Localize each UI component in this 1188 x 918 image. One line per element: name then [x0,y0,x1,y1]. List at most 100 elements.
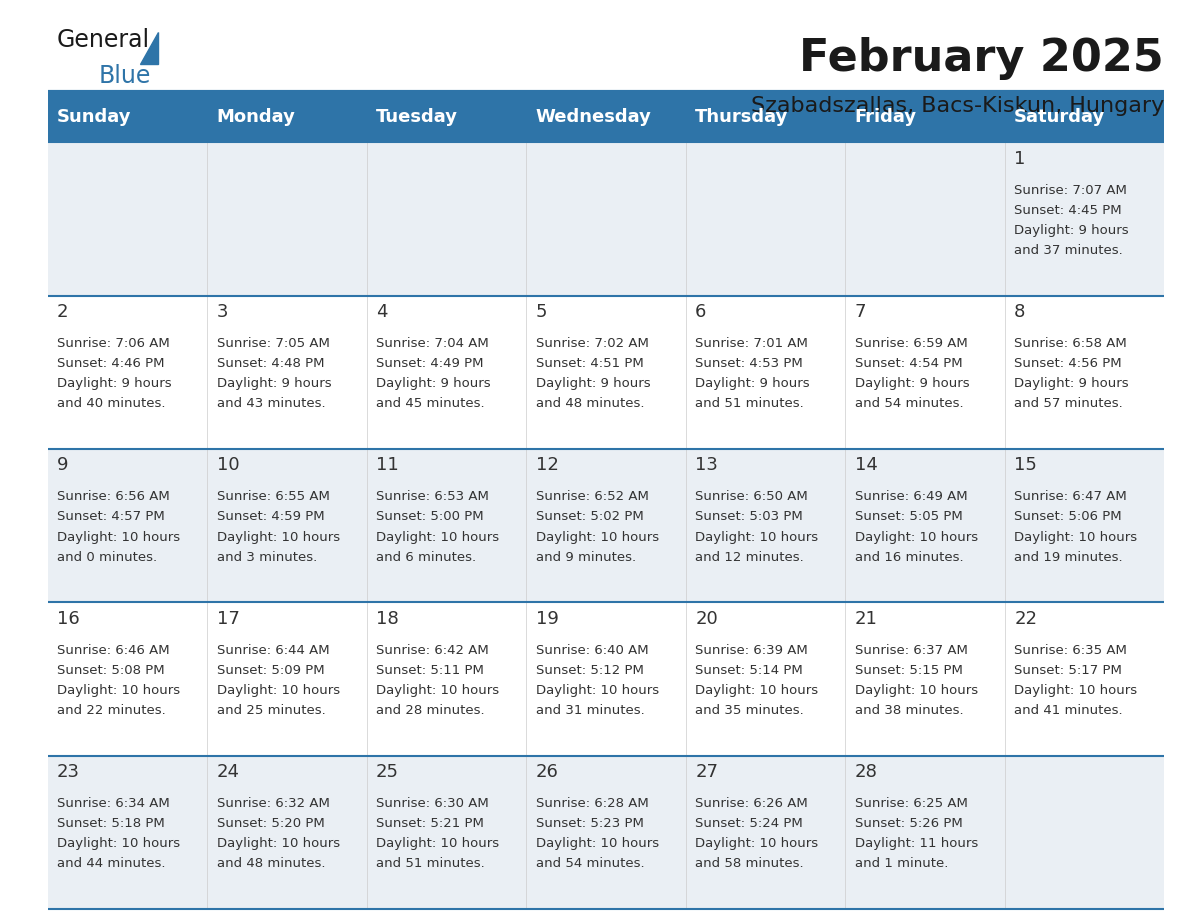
Text: Sunrise: 6:58 AM: Sunrise: 6:58 AM [1015,337,1127,350]
Text: Sunrise: 7:04 AM: Sunrise: 7:04 AM [377,337,488,350]
Text: and 22 minutes.: and 22 minutes. [57,704,166,717]
Text: 20: 20 [695,610,718,628]
Text: Sunrise: 6:34 AM: Sunrise: 6:34 AM [57,797,170,810]
Text: Sunrise: 6:26 AM: Sunrise: 6:26 AM [695,797,808,810]
Text: Sunset: 5:26 PM: Sunset: 5:26 PM [854,817,962,830]
Text: Daylight: 10 hours: Daylight: 10 hours [57,684,181,697]
Text: and 54 minutes.: and 54 minutes. [536,857,644,870]
Text: and 51 minutes.: and 51 minutes. [695,397,804,410]
Text: Thursday: Thursday [695,108,789,126]
Text: Sunrise: 6:37 AM: Sunrise: 6:37 AM [854,644,967,656]
Text: and 16 minutes.: and 16 minutes. [854,551,963,564]
Text: 25: 25 [377,763,399,781]
Text: 16: 16 [57,610,80,628]
Text: and 25 minutes.: and 25 minutes. [216,704,326,717]
Text: and 31 minutes.: and 31 minutes. [536,704,644,717]
Text: and 28 minutes.: and 28 minutes. [377,704,485,717]
Text: Daylight: 9 hours: Daylight: 9 hours [854,377,969,390]
Text: Tuesday: Tuesday [377,108,459,126]
Text: and 19 minutes.: and 19 minutes. [1015,551,1123,564]
Text: Daylight: 10 hours: Daylight: 10 hours [1015,684,1137,697]
Text: Daylight: 10 hours: Daylight: 10 hours [216,684,340,697]
Text: Daylight: 11 hours: Daylight: 11 hours [854,837,978,850]
Text: Sunset: 5:18 PM: Sunset: 5:18 PM [57,817,165,830]
Text: 3: 3 [216,303,228,321]
Polygon shape [140,32,158,64]
Text: 2: 2 [57,303,69,321]
Text: Wednesday: Wednesday [536,108,651,126]
Text: Daylight: 9 hours: Daylight: 9 hours [377,377,491,390]
Text: Daylight: 10 hours: Daylight: 10 hours [216,837,340,850]
Text: Daylight: 10 hours: Daylight: 10 hours [536,531,658,543]
Text: Blue: Blue [99,64,151,88]
Text: Sunset: 4:45 PM: Sunset: 4:45 PM [1015,204,1121,217]
Text: Daylight: 10 hours: Daylight: 10 hours [536,684,658,697]
Text: 19: 19 [536,610,558,628]
Text: 28: 28 [854,763,878,781]
Text: Sunset: 5:06 PM: Sunset: 5:06 PM [1015,510,1121,523]
Text: Sunrise: 6:47 AM: Sunrise: 6:47 AM [1015,490,1127,503]
Text: Daylight: 9 hours: Daylight: 9 hours [1015,224,1129,237]
Text: Sunrise: 6:46 AM: Sunrise: 6:46 AM [57,644,170,656]
Text: February 2025: February 2025 [800,37,1164,80]
Text: 1: 1 [1015,150,1025,168]
Text: Sunset: 4:59 PM: Sunset: 4:59 PM [216,510,324,523]
Text: Sunset: 4:48 PM: Sunset: 4:48 PM [216,357,324,370]
Text: Sunset: 5:12 PM: Sunset: 5:12 PM [536,664,644,677]
Text: and 54 minutes.: and 54 minutes. [854,397,963,410]
Text: Sunset: 5:17 PM: Sunset: 5:17 PM [1015,664,1123,677]
Text: and 48 minutes.: and 48 minutes. [536,397,644,410]
Text: Sunset: 5:11 PM: Sunset: 5:11 PM [377,664,484,677]
Bar [48,756,1164,909]
Text: Daylight: 10 hours: Daylight: 10 hours [377,531,499,543]
Text: Sunrise: 6:49 AM: Sunrise: 6:49 AM [854,490,967,503]
Text: 10: 10 [216,456,239,475]
Text: Sunset: 5:23 PM: Sunset: 5:23 PM [536,817,644,830]
Text: Sunset: 5:09 PM: Sunset: 5:09 PM [216,664,324,677]
Text: Sunset: 4:46 PM: Sunset: 4:46 PM [57,357,164,370]
Text: Daylight: 10 hours: Daylight: 10 hours [536,837,658,850]
Text: 6: 6 [695,303,707,321]
Text: and 3 minutes.: and 3 minutes. [216,551,317,564]
Text: and 38 minutes.: and 38 minutes. [854,704,963,717]
Text: Sunrise: 6:39 AM: Sunrise: 6:39 AM [695,644,808,656]
Text: Daylight: 10 hours: Daylight: 10 hours [57,837,181,850]
Text: Sunrise: 6:44 AM: Sunrise: 6:44 AM [216,644,329,656]
Text: and 0 minutes.: and 0 minutes. [57,551,157,564]
Text: and 51 minutes.: and 51 minutes. [377,857,485,870]
Text: and 57 minutes.: and 57 minutes. [1015,397,1123,410]
Text: 4: 4 [377,303,387,321]
Text: Daylight: 9 hours: Daylight: 9 hours [57,377,171,390]
Text: and 45 minutes.: and 45 minutes. [377,397,485,410]
Text: Sunrise: 6:30 AM: Sunrise: 6:30 AM [377,797,488,810]
Text: Sunrise: 7:05 AM: Sunrise: 7:05 AM [216,337,329,350]
Text: Sunrise: 6:53 AM: Sunrise: 6:53 AM [377,490,489,503]
Text: Daylight: 9 hours: Daylight: 9 hours [1015,377,1129,390]
Text: Sunset: 4:57 PM: Sunset: 4:57 PM [57,510,165,523]
Text: 7: 7 [854,303,866,321]
Text: Sunrise: 7:02 AM: Sunrise: 7:02 AM [536,337,649,350]
Text: Sunset: 5:24 PM: Sunset: 5:24 PM [695,817,803,830]
Text: Sunrise: 6:59 AM: Sunrise: 6:59 AM [854,337,967,350]
Text: and 6 minutes.: and 6 minutes. [377,551,476,564]
Bar [48,602,1164,756]
Text: Daylight: 9 hours: Daylight: 9 hours [216,377,331,390]
Text: 13: 13 [695,456,718,475]
Text: Sunrise: 6:52 AM: Sunrise: 6:52 AM [536,490,649,503]
Text: Sunrise: 6:40 AM: Sunrise: 6:40 AM [536,644,649,656]
Text: Sunset: 5:05 PM: Sunset: 5:05 PM [854,510,962,523]
Text: and 58 minutes.: and 58 minutes. [695,857,804,870]
Text: Sunrise: 7:01 AM: Sunrise: 7:01 AM [695,337,808,350]
Text: 11: 11 [377,456,399,475]
Text: Sunset: 4:53 PM: Sunset: 4:53 PM [695,357,803,370]
Text: Sunrise: 6:35 AM: Sunrise: 6:35 AM [1015,644,1127,656]
Text: 15: 15 [1015,456,1037,475]
Text: Sunrise: 6:25 AM: Sunrise: 6:25 AM [854,797,967,810]
Text: Szabadszallas, Bacs-Kiskun, Hungary: Szabadszallas, Bacs-Kiskun, Hungary [751,96,1164,117]
Bar [48,92,1164,142]
Text: Sunset: 4:51 PM: Sunset: 4:51 PM [536,357,644,370]
Text: Sunrise: 6:55 AM: Sunrise: 6:55 AM [216,490,329,503]
Text: Sunrise: 6:28 AM: Sunrise: 6:28 AM [536,797,649,810]
Text: Sunset: 5:20 PM: Sunset: 5:20 PM [216,817,324,830]
Text: Sunrise: 6:32 AM: Sunrise: 6:32 AM [216,797,329,810]
